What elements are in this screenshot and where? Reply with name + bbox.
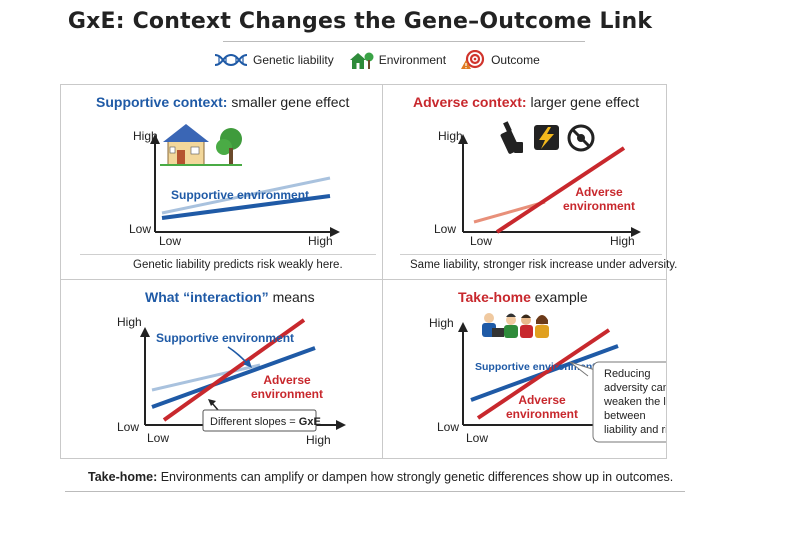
takehome-body: Environments can amplify or dampen how s… (157, 470, 674, 484)
panel1-chart: Supportive environment High Low Low High (129, 124, 340, 248)
panel2-x-low: Low (470, 234, 492, 248)
panel2-title-rest: larger gene effect (530, 94, 640, 110)
panel4-adverse-label-2: environment (506, 407, 578, 421)
panel1-title-bold: Supportive context: (96, 94, 228, 110)
panel3-callout-text: Different slopes = (210, 416, 299, 428)
title-divider (223, 41, 585, 42)
panel1-caption-rule (80, 254, 376, 255)
panel4-chart: Supportive environment Adverse environme… (429, 313, 666, 445)
panel1-y-high: High (133, 129, 158, 143)
panel2-x-high: High (610, 234, 635, 248)
panel3-title-c: means (268, 289, 315, 305)
panel4-title-bold: Take-home (458, 289, 531, 305)
panel2-chart: Adverse environment High Low Low High (434, 121, 641, 248)
house-tree-icon (349, 52, 374, 69)
panel-divider-vertical (382, 84, 383, 458)
panel-divider-horizontal (60, 279, 666, 280)
panel2-y-low: Low (434, 222, 456, 236)
takehome-divider (65, 491, 685, 492)
panel4-note-line-2: adversity can (604, 382, 666, 394)
lightning-warning-icon (534, 125, 559, 150)
panel-grid (60, 84, 667, 459)
panel3-adverse-label-1: Adverse (263, 373, 311, 387)
panel4-title-rest: example (530, 289, 588, 305)
panel3-chart: Supportive environment Adverse environme… (117, 315, 346, 447)
panel4-note: Reducing adversity can weaken the link b… (603, 368, 666, 436)
panel4-note-line-5: liability and risk. (604, 424, 666, 436)
target-warning-icon (461, 50, 485, 69)
panel1-x-low: Low (159, 234, 181, 248)
panel4-y-high: High (429, 316, 454, 330)
panel1-x-high: High (308, 234, 333, 248)
legend-outcome-label: Outcome (491, 53, 540, 67)
panel3-title-b: “interaction” (183, 289, 269, 305)
panel3-title: What “interaction” means (145, 289, 315, 305)
panel3-adverse-label-2: environment (251, 387, 323, 401)
legend-genetic-label: Genetic liability (253, 53, 334, 67)
panel3-supportive-label: Supportive environment (156, 331, 294, 345)
page-title: GxE: Context Changes the Gene–Outcome Li… (67, 9, 653, 34)
house-tree-illustration (160, 124, 242, 166)
dna-icon (214, 53, 248, 67)
panel1-caption: Genetic liability predicts risk weakly h… (133, 259, 343, 271)
panel2-line-label-1: Adverse (575, 185, 623, 199)
panel4-adverse-label-1: Adverse (518, 393, 566, 407)
legend-environment: Environment (348, 50, 446, 70)
legend-outcome: Outcome (460, 50, 540, 70)
panel1-title: Supportive context: smaller gene effect (96, 94, 349, 110)
takehome-label: Take-home: (88, 470, 158, 484)
panel4-note-line-1: Reducing (604, 368, 650, 380)
panel2-caption-rule (400, 254, 662, 255)
panel1-title-rest: smaller gene effect (231, 94, 350, 110)
takehome-text: Take-home: Environments can amplify or d… (88, 470, 673, 484)
bottle-icon (500, 121, 523, 154)
no-symbol-icon (567, 124, 595, 152)
panel2-title-bold: Adverse context: (413, 94, 527, 110)
panel2-caption: Same liability, stronger risk increase u… (410, 259, 678, 271)
panel3-title-a: What (145, 289, 184, 305)
panel3-y-low: Low (117, 420, 139, 434)
panel3-x-high: High (306, 433, 331, 447)
panel1-y-low: Low (129, 222, 151, 236)
legend-genetic: Genetic liability (214, 53, 334, 67)
panel3-x-low: Low (147, 431, 169, 445)
panel3-y-high: High (117, 315, 142, 329)
panel4-y-low: Low (437, 420, 459, 434)
panel3-callout-bold: GxE (299, 416, 321, 428)
panel2-y-high: High (438, 129, 463, 143)
panel3-callout: Different slopes = GxE (210, 416, 321, 428)
legend: Genetic liability Environment Outcome (214, 49, 554, 71)
people-group-icon (482, 313, 549, 338)
panel4-supportive-label: Supportive environment (475, 361, 596, 373)
panel4-x-low: Low (466, 431, 488, 445)
panel2-line-label-2: environment (563, 199, 635, 213)
panel2-title: Adverse context: larger gene effect (413, 94, 639, 110)
panel1-line-label: Supportive environment (171, 188, 309, 202)
legend-environment-label: Environment (378, 53, 447, 67)
panel4-title: Take-home example (458, 289, 588, 305)
panel4-note-line-3: weaken the link (603, 396, 666, 408)
panel4-note-line-4: between (604, 410, 646, 422)
